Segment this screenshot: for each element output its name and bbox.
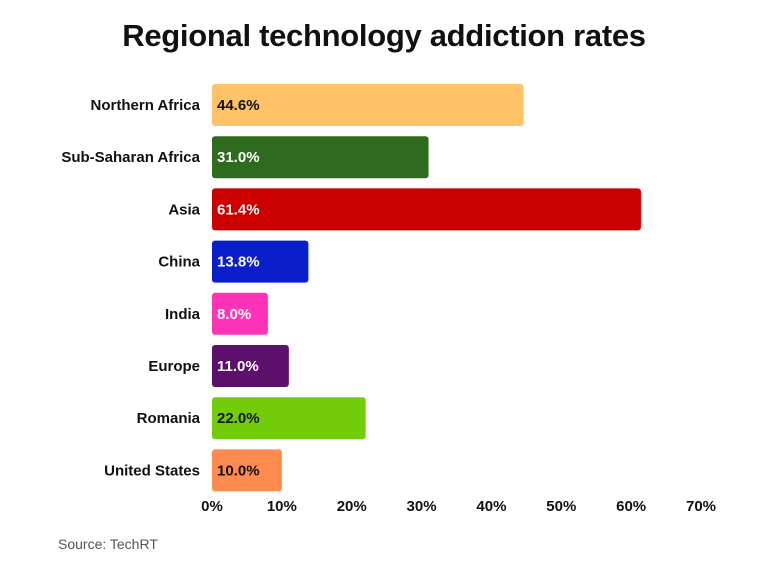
value-label: 8.0% xyxy=(217,306,251,323)
value-label: 31.0% xyxy=(217,149,260,166)
value-label: 11.0% xyxy=(217,358,259,375)
category-label: Romania xyxy=(137,410,201,427)
bar xyxy=(212,136,429,179)
x-tick-label: 20% xyxy=(337,498,367,515)
x-tick-label: 30% xyxy=(407,498,437,515)
x-tick-label: 60% xyxy=(616,498,646,515)
value-label: 10.0% xyxy=(217,462,260,479)
category-label: Asia xyxy=(168,201,200,218)
category-label: Sub-Saharan Africa xyxy=(61,149,200,166)
value-label: 22.0% xyxy=(217,410,260,427)
bar xyxy=(212,397,366,440)
x-tick-label: 0% xyxy=(201,498,223,515)
category-label: China xyxy=(158,254,200,271)
x-tick-label: 40% xyxy=(476,498,506,515)
x-tick-label: 10% xyxy=(267,498,297,515)
bar xyxy=(212,292,268,335)
source-note: Source: TechRT xyxy=(58,536,158,552)
x-tick-label: 70% xyxy=(686,498,716,515)
category-label: United States xyxy=(104,462,200,479)
bar xyxy=(212,84,524,126)
category-label: India xyxy=(165,306,201,323)
category-label: Europe xyxy=(148,358,200,375)
x-tick-label: 50% xyxy=(546,498,576,515)
bar xyxy=(212,240,309,283)
value-label: 61.4% xyxy=(217,201,260,218)
value-label: 13.8% xyxy=(217,254,260,271)
bar xyxy=(212,345,289,387)
chart-title: Regional technology addiction rates xyxy=(122,18,646,53)
bar xyxy=(212,188,641,231)
bar xyxy=(212,449,282,492)
value-label: 44.6% xyxy=(217,97,260,114)
category-label: Northern Africa xyxy=(91,97,201,114)
